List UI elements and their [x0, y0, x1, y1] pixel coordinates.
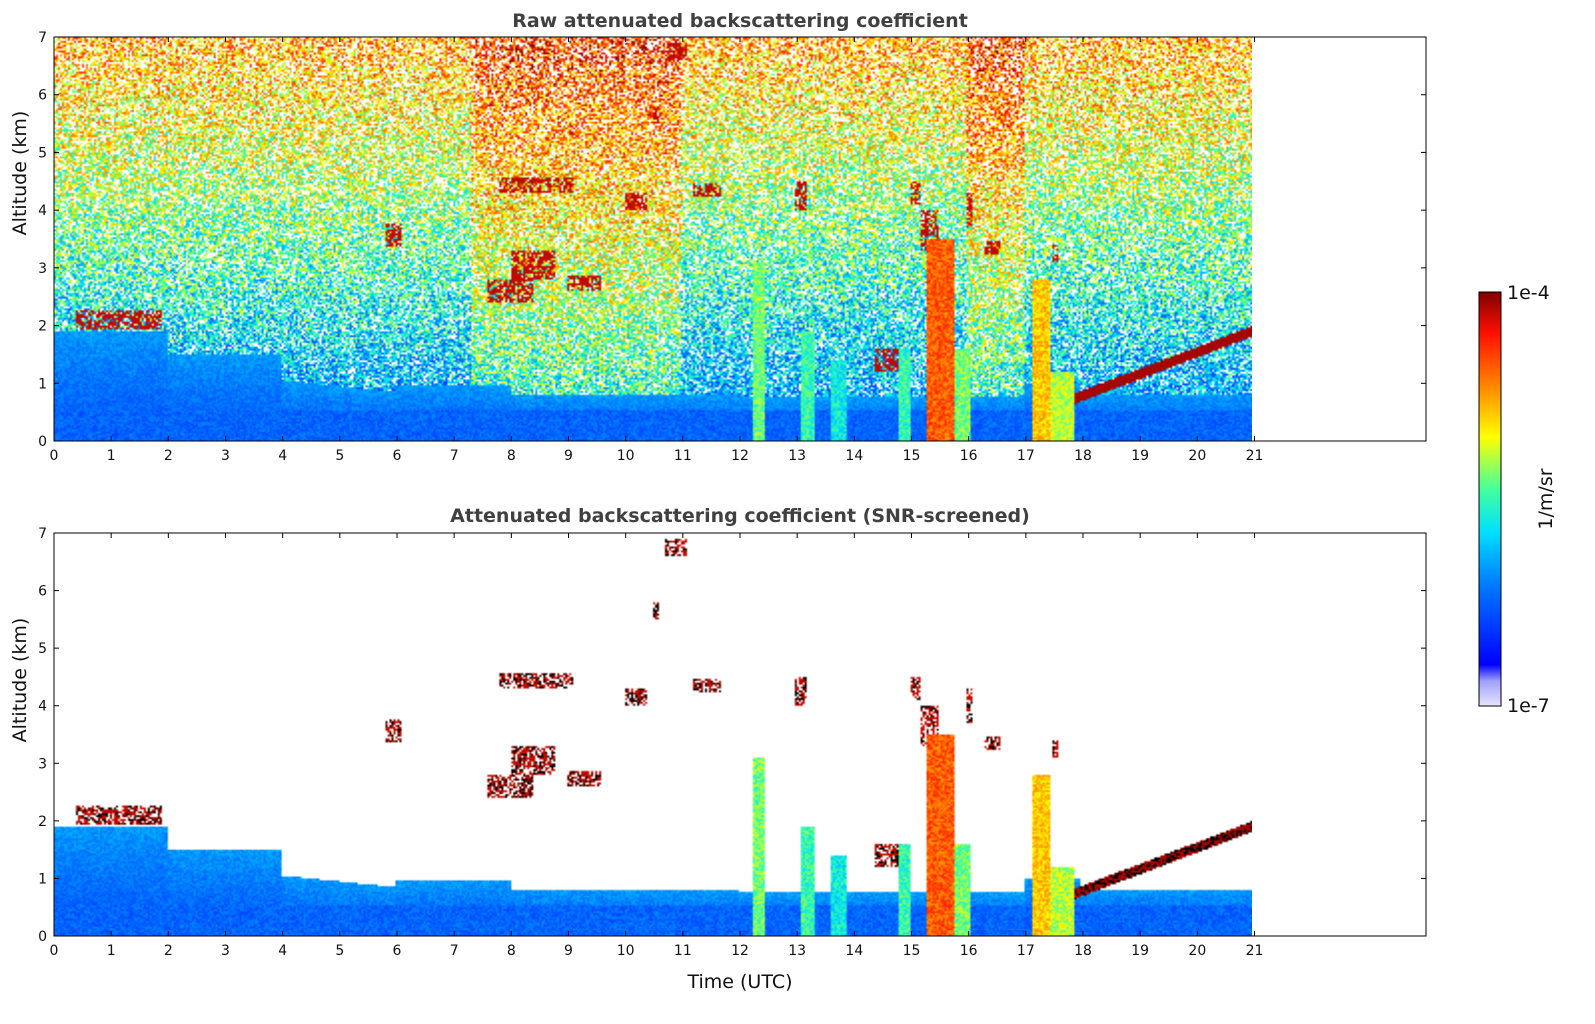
x-tick-label: 16 [960, 943, 978, 959]
panel-raw-ylabel: Altitude (km) [9, 111, 31, 236]
x-tick-label: 20 [1188, 943, 1206, 959]
x-axis-title: Time (UTC) [686, 971, 792, 993]
y-tick-label: 6 [38, 88, 47, 104]
y-tick-label: 7 [38, 526, 47, 542]
x-tick-label: 15 [903, 448, 921, 464]
panel-raw-heatmap [54, 37, 1252, 441]
x-tick-label: 18 [1074, 943, 1092, 959]
x-tick-label: 20 [1188, 448, 1206, 464]
panel-screened-ticks: 0 1 2 3 4 5 6 7 8 9 10 11 12 13 14 15 16 17 18 19 20 21012345… [38, 526, 1426, 959]
x-tick-label: 14 [845, 943, 863, 959]
x-tick-label: 10 [617, 448, 635, 464]
x-tick-label: 3 [221, 943, 230, 959]
x-tick-label: 0 [50, 943, 59, 959]
x-tick-label: 12 [731, 448, 749, 464]
x-tick-label: 21 [1246, 448, 1264, 464]
x-tick-label: 2 [164, 448, 173, 464]
x-tick-label: 7 [450, 448, 459, 464]
y-tick-label: 2 [38, 319, 47, 335]
panel-raw-title: Raw attenuated backscattering coefficien… [512, 10, 968, 32]
panel-screened-title: Attenuated backscattering coefficient (S… [450, 505, 1030, 527]
panel-raw-ticks: 0 1 2 3 4 5 6 7 8 9 10 11 12 13 14 15 16 17 18 19 20 21012345… [38, 30, 1426, 464]
y-tick-label: 4 [38, 699, 47, 715]
colorbar-unit-label: 1/m/sr [1535, 468, 1557, 529]
x-tick-label: 15 [903, 943, 921, 959]
x-tick-label: 14 [845, 448, 863, 464]
x-tick-label: 11 [674, 943, 692, 959]
x-tick-label: 21 [1246, 943, 1264, 959]
x-tick-label: 11 [674, 448, 692, 464]
y-tick-label: 7 [38, 30, 47, 46]
colorbar-max-label: 1e-4 [1507, 282, 1550, 304]
y-tick-label: 6 [38, 584, 47, 600]
x-tick-label: 1 [107, 448, 116, 464]
x-tick-label: 4 [278, 943, 287, 959]
x-tick-label: 16 [960, 448, 978, 464]
x-tick-label: 17 [1017, 448, 1035, 464]
x-tick-label: 8 [507, 943, 516, 959]
x-tick-label: 0 [50, 448, 59, 464]
x-tick-label: 10 [617, 943, 635, 959]
panel-raw: Raw attenuated backscattering coefficien… [9, 10, 1427, 464]
x-tick-label: 1 [107, 943, 116, 959]
x-tick-label: 5 [335, 448, 344, 464]
colorbar-gradient [1478, 291, 1502, 707]
panel-screened-heatmap [54, 533, 1252, 936]
x-tick-label: 17 [1017, 943, 1035, 959]
x-tick-label: 13 [788, 943, 806, 959]
y-tick-label: 4 [38, 203, 47, 219]
y-tick-label: 0 [38, 434, 47, 450]
y-tick-label: 1 [38, 376, 47, 392]
y-tick-label: 5 [38, 641, 47, 657]
x-tick-label: 12 [731, 943, 749, 959]
x-tick-label: 19 [1131, 448, 1149, 464]
y-tick-label: 2 [38, 814, 47, 830]
y-tick-label: 3 [38, 756, 47, 772]
x-tick-label: 4 [278, 448, 287, 464]
x-tick-label: 19 [1131, 943, 1149, 959]
x-tick-label: 18 [1074, 448, 1092, 464]
x-tick-label: 13 [788, 448, 806, 464]
y-tick-label: 3 [38, 261, 47, 277]
colorbar-min-label: 1e-7 [1507, 695, 1550, 717]
y-tick-label: 0 [38, 929, 47, 945]
x-tick-label: 9 [564, 943, 573, 959]
x-tick-label: 9 [564, 448, 573, 464]
panel-screened-ylabel: Altitude (km) [9, 618, 31, 743]
y-tick-label: 5 [38, 145, 47, 161]
panel-screened: Attenuated backscattering coefficient (S… [9, 505, 1427, 993]
x-tick-label: 2 [164, 943, 173, 959]
x-tick-label: 7 [450, 943, 459, 959]
x-tick-label: 5 [335, 943, 344, 959]
x-tick-label: 6 [393, 943, 402, 959]
x-tick-label: 6 [393, 448, 402, 464]
x-tick-label: 3 [221, 448, 230, 464]
x-tick-label: 8 [507, 448, 516, 464]
y-tick-label: 1 [38, 871, 47, 887]
colorbar: 1e-4 1e-7 1/m/sr [1478, 282, 1557, 717]
